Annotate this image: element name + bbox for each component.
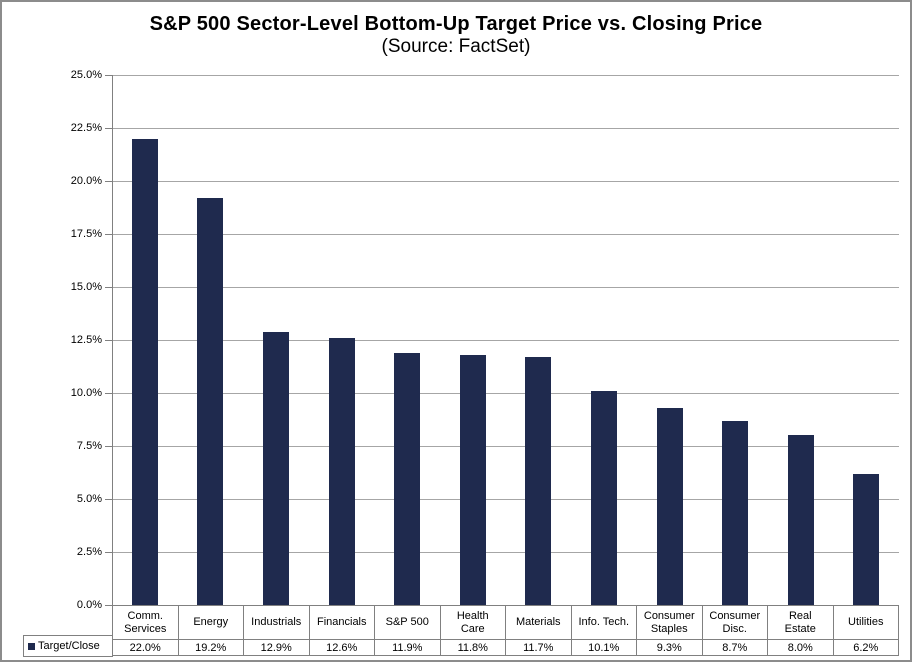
category-header-energy: Energy [177, 605, 244, 640]
value-cell-real-estate: 8.0% [767, 639, 834, 656]
gridline [112, 499, 899, 500]
bar-energy [197, 198, 224, 605]
category-header-comm-services: Comm. Services [112, 605, 179, 640]
bar-utilities [853, 473, 880, 605]
category-header-info-tech: Info. Tech. [570, 605, 637, 640]
value-cell-consumer-disc: 8.7% [701, 639, 768, 656]
y-axis-tick [105, 287, 112, 288]
value-row: 22.0% 19.2% 12.9% 12.6% 11.9% 11.8% 11.7% 10.1%… [112, 639, 899, 656]
value-cell-s-p-500: 11.9% [374, 639, 441, 656]
category-header-materials: Materials [505, 605, 572, 640]
bar-industrials [263, 331, 289, 605]
gridline [112, 552, 899, 553]
category-header-financials: Financials [308, 605, 375, 640]
category-header-industrials: Industrials [243, 605, 310, 640]
category-header-utilities: Utilities [832, 605, 899, 640]
y-axis-tick [105, 605, 112, 606]
y-axis-tick [105, 499, 112, 500]
bar-health-care [459, 354, 486, 605]
bar-consumer-disc [722, 420, 748, 605]
legend: Target/Close [23, 635, 113, 657]
y-axis-label: 15.0% [70, 281, 102, 293]
value-cell-industrials: 12.9% [243, 639, 310, 656]
value-cell-comm-services: 22.0% [112, 639, 179, 656]
gridline [112, 234, 899, 235]
y-axis-tick [105, 446, 112, 447]
y-axis-label: 0.0% [76, 599, 102, 611]
y-axis-tick [105, 75, 112, 76]
y-axis-label: 2.5% [76, 546, 102, 558]
y-axis-line [112, 75, 113, 605]
y-axis-tick [105, 181, 112, 182]
value-cell-utilities: 6.2% [832, 639, 899, 656]
category-header-consumer-staples: Consumer Staples [636, 605, 703, 640]
category-header-row: Comm. Services Energy Industrials Financials… [112, 605, 899, 640]
value-cell-info-tech: 10.1% [570, 639, 637, 656]
category-header-consumer-disc: Consumer Disc. [701, 605, 768, 640]
value-cell-energy: 19.2% [177, 639, 244, 656]
value-cell-consumer-staples: 9.3% [636, 639, 703, 656]
y-axis-label: 22.5% [70, 122, 102, 134]
y-axis-tick [105, 128, 112, 129]
gridline [112, 340, 899, 341]
value-cell-health-care: 11.8% [439, 639, 506, 656]
bar-consumer-staples [656, 407, 683, 605]
data-table: Comm. Services Energy Industrials Financials… [112, 605, 899, 656]
y-axis-tick [105, 234, 112, 235]
gridline [112, 287, 899, 288]
bar-info-tech [590, 390, 617, 605]
bar-comm-services [131, 138, 158, 605]
y-axis-label: 20.0% [70, 175, 102, 187]
y-axis-label: 10.0% [70, 387, 102, 399]
category-header-real-estate: Real Estate [767, 605, 834, 640]
y-axis-label: 12.5% [70, 334, 102, 346]
legend-label: Target/Close [38, 640, 100, 652]
y-axis-tick [105, 340, 112, 341]
category-header-health-care: Health Care [439, 605, 506, 640]
gridline [112, 75, 899, 76]
y-axis-tick [105, 552, 112, 553]
y-axis-label: 17.5% [70, 228, 102, 240]
value-cell-materials: 11.7% [505, 639, 572, 656]
chart-subtitle: (Source: FactSet) [381, 36, 531, 57]
bar-financials [328, 337, 355, 605]
gridline [112, 128, 899, 129]
gridline [112, 393, 899, 394]
value-cell-financials: 12.6% [308, 639, 375, 656]
y-axis-label: 5.0% [76, 493, 102, 505]
chart-title: S&P 500 Sector-Level Bottom-Up Target Pr… [149, 13, 763, 35]
gridline [112, 181, 899, 182]
title-block: S&P 500 Sector-Level Bottom-Up Target Pr… [2, 13, 910, 58]
legend-marker-icon [28, 642, 35, 650]
bar-s-p-500 [394, 352, 421, 605]
category-header-s-p-500: S&P 500 [374, 605, 441, 640]
bar-real-estate [787, 435, 814, 605]
bar-materials [525, 357, 552, 605]
y-axis-label: 25.0% [70, 69, 102, 81]
y-axis-tick [105, 393, 112, 394]
y-axis-label: 7.5% [76, 440, 102, 452]
gridline [112, 446, 899, 447]
